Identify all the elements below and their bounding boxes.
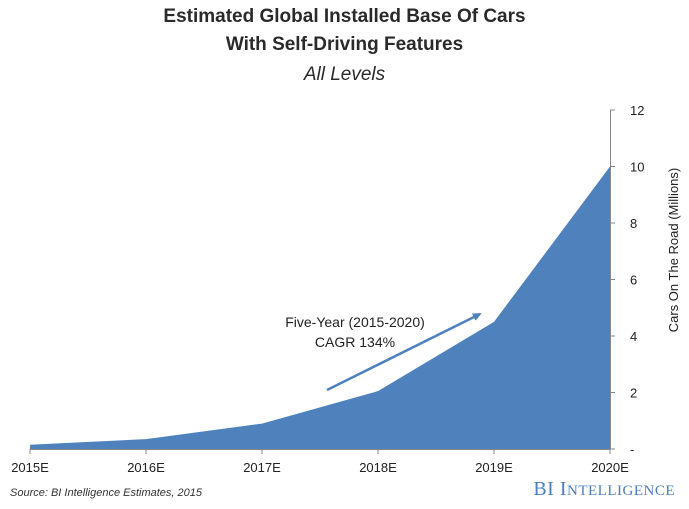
- x-tick-label: 2017E: [243, 460, 281, 475]
- y-tick-label: 6: [630, 273, 637, 288]
- brand-word: INTELLIGENCE: [559, 478, 675, 500]
- area-series: [30, 166, 610, 449]
- chart-title-line-2: With Self-Driving Features: [225, 34, 464, 55]
- x-tick-label: 2019E: [475, 460, 513, 475]
- y-tick-label: -: [630, 442, 634, 457]
- x-tick-label: 2015E: [11, 460, 49, 475]
- annotation-line-2: CAGR 134%: [315, 334, 395, 350]
- bi-intelligence-logo: BI INTELLIGENCE: [533, 478, 675, 501]
- y-tick-label: 10: [630, 160, 644, 175]
- source-note: Source: BI Intelligence Estimates, 2015: [10, 487, 202, 499]
- y-tick-label: 2: [630, 386, 637, 401]
- y-tick-label: 8: [630, 216, 637, 231]
- annotation-line-1: Five-Year (2015-2020): [285, 314, 425, 330]
- chart-title-line-1: Estimated Global Installed Base Of Cars: [163, 6, 526, 27]
- y-tick-label: 12: [630, 103, 644, 118]
- chart-subtitle: All Levels: [303, 64, 386, 85]
- y-axis-title: Cars On The Road (Millions): [666, 168, 681, 332]
- x-tick-label: 2016E: [127, 460, 165, 475]
- brand-initials: BI: [533, 478, 555, 500]
- trend-arrow: [326, 312, 482, 392]
- x-tick-label: 2020E: [591, 460, 629, 475]
- x-tick-label: 2018E: [359, 460, 397, 475]
- y-tick-label: 4: [630, 329, 637, 344]
